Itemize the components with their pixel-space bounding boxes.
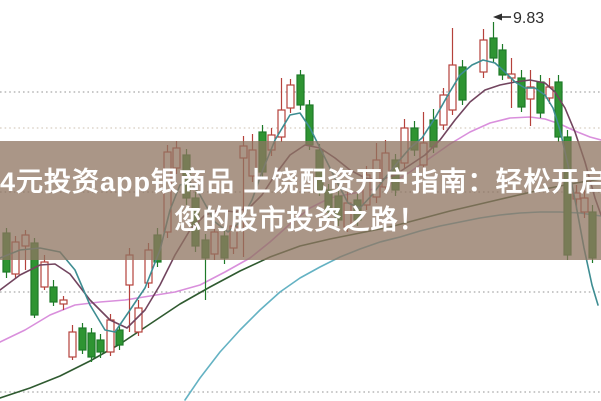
arrow-left-icon [493,13,502,21]
headline-line-2: 您的股市投资之路！ [174,204,427,235]
headline-banner: 4元投资app银商品 上饶配资开户指南：轻松开启 您的股市投资之路！ [0,141,601,260]
price-label: 9.83 [513,10,544,27]
price-annotation: 9.83 [493,10,544,27]
headline-line-1: 4元投资app银商品 上饶配资开户指南：轻松开启 [0,166,601,197]
